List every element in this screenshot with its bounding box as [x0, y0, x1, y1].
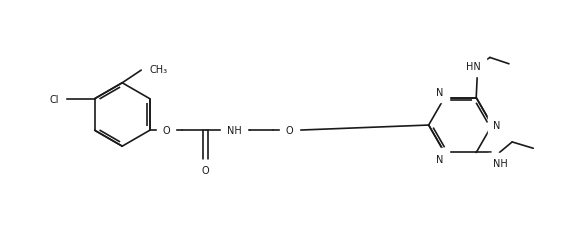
Text: O: O: [162, 126, 170, 136]
Text: O: O: [202, 165, 209, 175]
Text: N: N: [436, 87, 443, 97]
Text: Cl: Cl: [50, 94, 59, 104]
Text: N: N: [436, 154, 443, 164]
Text: CH₃: CH₃: [150, 65, 168, 75]
Text: N: N: [493, 121, 500, 131]
Text: NH: NH: [493, 159, 508, 169]
Text: O: O: [286, 126, 293, 136]
Text: NH: NH: [227, 126, 241, 136]
Text: HN: HN: [466, 61, 480, 71]
